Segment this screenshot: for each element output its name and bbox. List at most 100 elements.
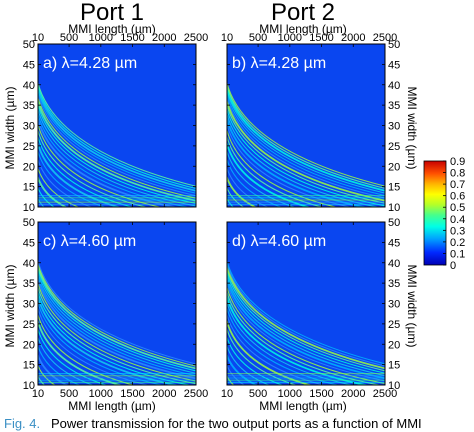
mode-band bbox=[38, 327, 108, 385]
y-tick-label: 45 bbox=[388, 59, 400, 71]
y-tick-label: 15 bbox=[388, 360, 400, 372]
mode-band bbox=[227, 111, 381, 207]
mode-band bbox=[38, 139, 122, 207]
mode-band bbox=[227, 121, 353, 207]
x-tick-label: 1000 bbox=[89, 388, 113, 400]
fine-structure bbox=[38, 197, 196, 199]
y-tick-label: 25 bbox=[23, 319, 35, 331]
mode-band bbox=[227, 269, 385, 374]
panel-label: d) λ=4.60 µm bbox=[232, 233, 326, 250]
colorbar-tick-label: 0.7 bbox=[450, 179, 465, 191]
y-axis-label-top: MMI width (µm) bbox=[3, 87, 17, 170]
x-tick-label: 500 bbox=[60, 388, 78, 400]
fine-structure bbox=[38, 195, 196, 197]
mode-band bbox=[38, 344, 81, 385]
mode-band bbox=[38, 121, 163, 207]
x-tick-label: 2000 bbox=[341, 32, 365, 44]
mode-band bbox=[38, 114, 178, 207]
x-tick-label: 2500 bbox=[373, 32, 397, 44]
mode-band bbox=[38, 174, 68, 207]
fine-structure bbox=[38, 375, 196, 377]
fine-structure bbox=[227, 195, 385, 197]
y-tick-label: 10 bbox=[23, 202, 35, 214]
fine-structure bbox=[38, 199, 196, 201]
mode-band bbox=[227, 88, 385, 194]
mode-band bbox=[227, 258, 385, 365]
fine-structure bbox=[38, 377, 196, 379]
colorbar-tick-label: 0.3 bbox=[450, 225, 465, 237]
mode-band bbox=[227, 266, 385, 372]
panel-label: c) λ=4.60 µm bbox=[43, 233, 136, 250]
mode-band bbox=[227, 305, 340, 385]
mode-band bbox=[227, 106, 385, 207]
x-tick-label: 1500 bbox=[309, 32, 333, 44]
mode-band bbox=[38, 80, 196, 187]
mode-band bbox=[38, 102, 196, 204]
mode-band bbox=[38, 258, 196, 365]
figure-caption: Fig. 4. Power transmission for the two o… bbox=[4, 416, 474, 432]
mode-band bbox=[38, 261, 196, 370]
mode-band bbox=[227, 289, 383, 385]
mode-band bbox=[38, 280, 196, 382]
y-tick-label: 50 bbox=[23, 39, 35, 51]
colorbar: 00.10.20.30.40.50.60.70.80.9 bbox=[423, 156, 465, 272]
heatmap-panel-1: a) λ=4.28 µm 10 500 1000 1500 2000 2500 10 15 20 2… bbox=[23, 32, 208, 214]
mode-band bbox=[38, 111, 191, 207]
x-tick-label: 10 bbox=[32, 388, 44, 400]
mode-band bbox=[227, 82, 385, 189]
mode-band bbox=[227, 343, 271, 385]
y-axis-label-right-top: MMI width (µm) bbox=[405, 87, 419, 170]
mode-band bbox=[227, 148, 297, 207]
mode-band bbox=[38, 289, 193, 385]
fine-structure bbox=[38, 381, 196, 383]
x-tick-label: 2000 bbox=[341, 388, 365, 400]
y-tick-label: 45 bbox=[388, 237, 400, 249]
fine-structure bbox=[227, 377, 385, 379]
y-tick-label: 50 bbox=[23, 217, 35, 229]
mode-band bbox=[38, 266, 196, 372]
mode-band bbox=[227, 174, 258, 207]
panel-label: b) λ=4.28 µm bbox=[232, 55, 326, 72]
column-title-port-1: Port 1 bbox=[80, 0, 144, 26]
fine-structure bbox=[227, 373, 385, 375]
y-tick-label: 35 bbox=[23, 100, 35, 112]
mode-band bbox=[227, 284, 385, 384]
y-tick-label: 35 bbox=[388, 100, 400, 112]
x-tick-label: 10 bbox=[221, 32, 233, 44]
fine-structure bbox=[227, 199, 385, 201]
y-axis-label-right-bottom: MMI width (µm) bbox=[405, 265, 419, 348]
mode-band bbox=[38, 352, 69, 385]
colorbar-tick-label: 0.6 bbox=[450, 191, 465, 203]
y-tick-label: 25 bbox=[388, 141, 400, 153]
x-tick-label: 10 bbox=[221, 388, 233, 400]
y-tick-label: 10 bbox=[23, 380, 35, 392]
fine-structure bbox=[227, 381, 385, 383]
mode-band bbox=[227, 299, 354, 385]
x-tick-label: 1000 bbox=[89, 32, 113, 44]
colorbar-tick-label: 0.9 bbox=[450, 156, 465, 168]
fine-structure bbox=[227, 375, 385, 377]
y-tick-label: 40 bbox=[388, 258, 400, 270]
mode-band bbox=[227, 91, 385, 197]
colorbar-tick-label: 0.4 bbox=[450, 214, 465, 226]
mode-band bbox=[227, 102, 385, 204]
top-x-axis-label-left: MMI length (µm) bbox=[68, 22, 156, 36]
fine-structure bbox=[227, 201, 385, 203]
fine-structure bbox=[38, 201, 196, 203]
caption-text: Power transmission for the two output po… bbox=[50, 416, 422, 431]
y-tick-label: 15 bbox=[23, 182, 35, 194]
mode-band bbox=[227, 274, 385, 380]
mode-band bbox=[38, 88, 196, 194]
mode-band bbox=[227, 292, 370, 385]
x-tick-label: 500 bbox=[249, 388, 267, 400]
x-tick-label: 2000 bbox=[152, 32, 176, 44]
y-tick-label: 40 bbox=[23, 258, 35, 270]
y-tick-label: 30 bbox=[388, 299, 400, 311]
y-tick-label: 40 bbox=[23, 80, 35, 92]
mode-band bbox=[227, 280, 385, 382]
fine-structure bbox=[227, 379, 385, 381]
